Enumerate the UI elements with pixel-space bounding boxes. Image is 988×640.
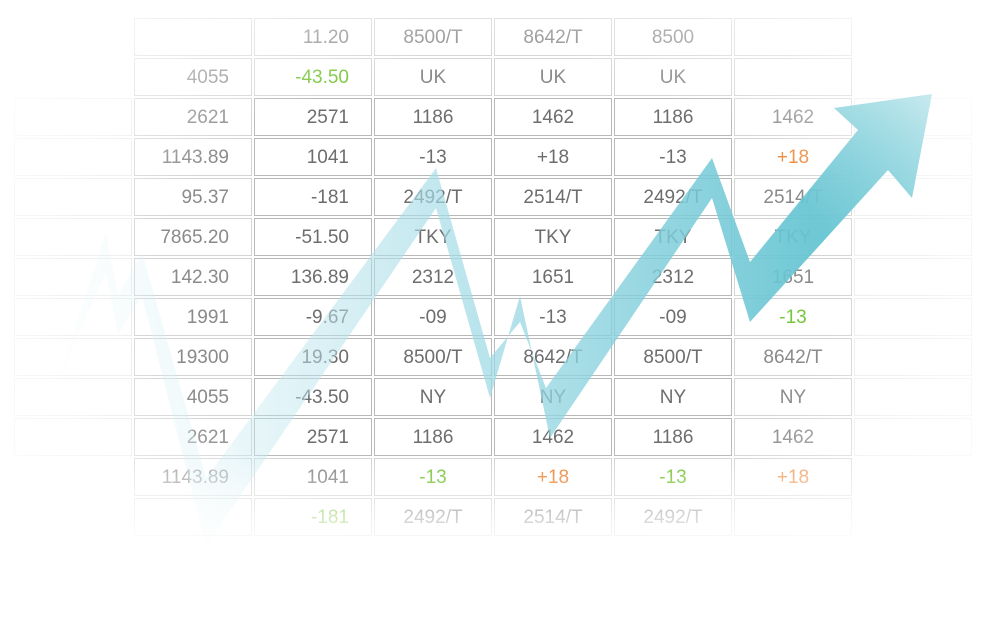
trend-arrow-shape: [60, 94, 932, 546]
